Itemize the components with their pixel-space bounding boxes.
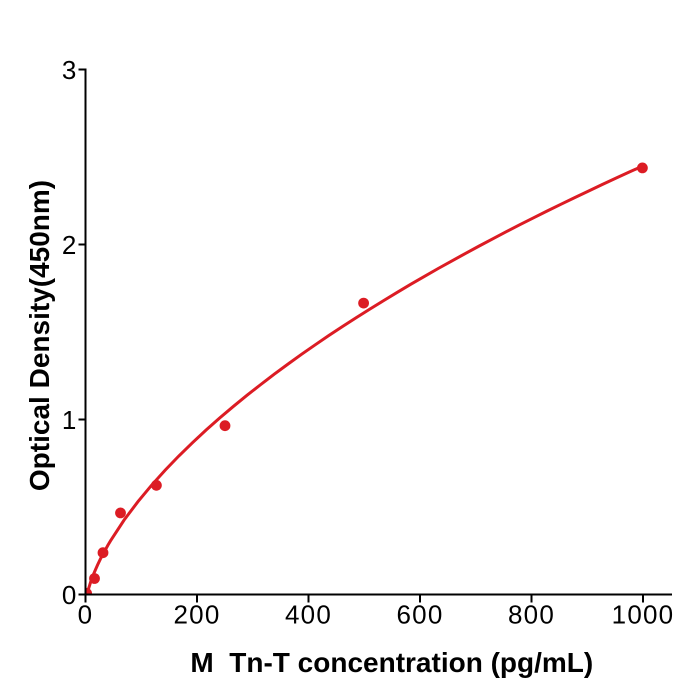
svg-text:600: 600 [397,600,444,630]
svg-text:1: 1 [62,405,78,435]
svg-text:3: 3 [62,55,78,85]
svg-text:0: 0 [78,600,94,630]
svg-text:M Tn-T concentration (pg/mL): M Tn-T concentration (pg/mL) [190,647,593,678]
svg-text:200: 200 [174,600,221,630]
svg-text:Optical Density(450nm): Optical Density(450nm) [24,180,55,491]
svg-text:2: 2 [62,230,78,260]
svg-text:800: 800 [508,600,555,630]
svg-text:1000: 1000 [612,600,675,630]
svg-text:0: 0 [62,580,78,610]
svg-text:400: 400 [285,600,332,630]
